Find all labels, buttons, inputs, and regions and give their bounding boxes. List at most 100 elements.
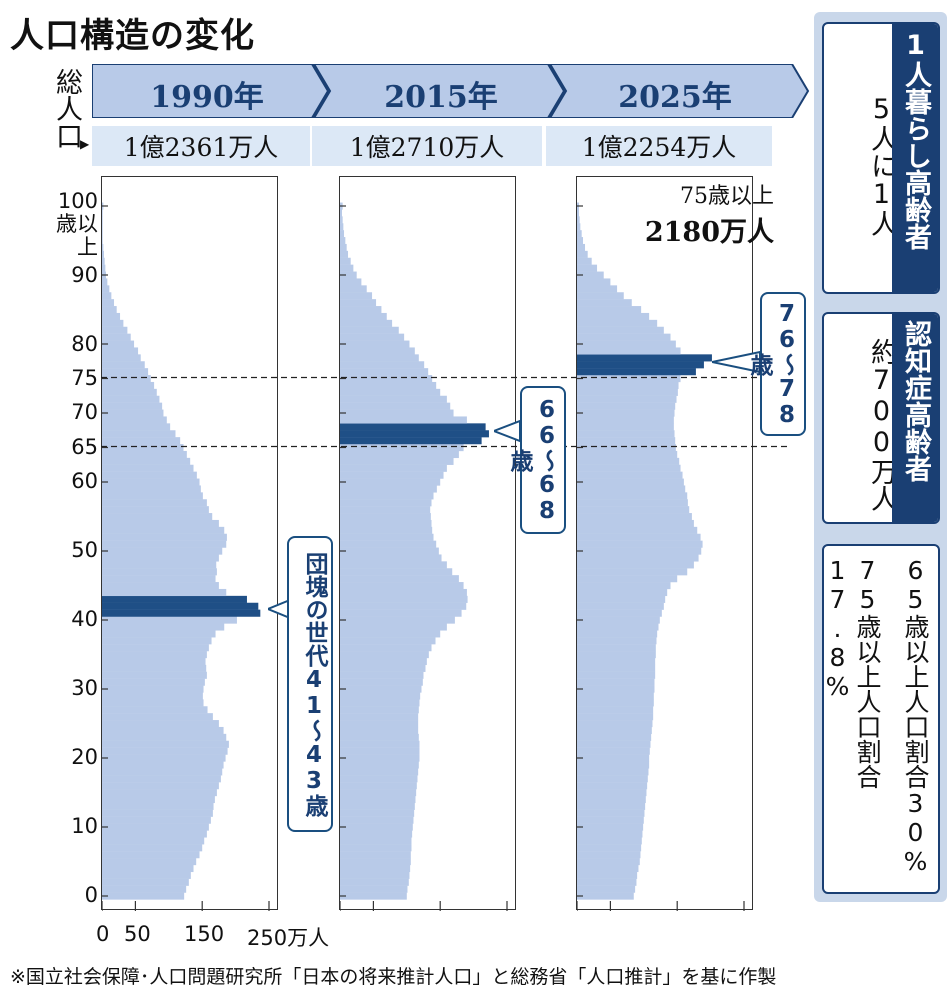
bar-1990年-age-71 (102, 402, 163, 410)
bar-2025年-age-50 (577, 547, 702, 555)
bar-2025年-age-23 (577, 733, 652, 741)
total-population-label: 総人口 (51, 68, 82, 149)
bar-2025年-age-95 (577, 237, 584, 245)
single-elderly-value: 5人に1人 (866, 93, 897, 237)
bar-2025年-age-33 (577, 664, 656, 672)
bar-1990年-age-42 (102, 602, 259, 610)
bar-2015年-age-59 (340, 485, 437, 493)
bar-2015年-age-9 (340, 830, 413, 838)
x-tick-50: 50 (124, 922, 151, 946)
bar-1990年-age-79 (102, 347, 139, 355)
bar-2025年-age-89 (577, 278, 611, 286)
bar-1990年-age-35 (102, 651, 207, 659)
bar-1990年-age-91 (102, 264, 106, 272)
bar-2025年-age-37 (577, 637, 657, 645)
bar-1990年-age-17 (102, 775, 221, 783)
bar-2025年-age-81 (577, 333, 671, 341)
bar-2025年-age-51 (577, 540, 703, 548)
x-tick-250: 250万人 (247, 926, 330, 950)
bar-2025年-age-63 (577, 457, 680, 465)
bar-2025年-age-28 (577, 699, 654, 707)
bar-2015年-age-69 (340, 416, 467, 424)
bar-2015年-age-63 (340, 457, 454, 465)
bar-2025年-age-55 (577, 513, 692, 521)
bar-2015年-age-99 (340, 209, 342, 217)
bar-2025年-age-4 (577, 864, 639, 873)
pyramid-panel-2025 (576, 176, 753, 911)
bar-2025年-age-67 (577, 430, 675, 438)
bar-2025年-age-7 (577, 844, 642, 852)
population-1990: 1億2361万人 (92, 126, 310, 166)
bar-1990年-age-22 (102, 740, 229, 748)
bar-1990年-age-32 (102, 671, 207, 679)
bar-1990年-age-5 (102, 858, 197, 866)
bar-1990年-age-75 (102, 375, 151, 383)
bar-1990年-age-31 (102, 678, 205, 686)
bar-2015年-age-65 (340, 444, 464, 452)
bar-1990年-age-72 (102, 395, 160, 403)
bar-2025年-age-99 (577, 209, 579, 217)
bar-1990年-age-28 (102, 699, 204, 707)
pyramid-chart-2015 (340, 202, 508, 911)
bar-2025年-age-17 (577, 775, 648, 783)
bar-2025年-age-56 (577, 506, 690, 514)
bar-1990年-age-14 (102, 795, 215, 804)
bar-2025年-age-66 (577, 437, 676, 445)
bar-2015年-age-22 (340, 740, 420, 748)
bar-1990年-age-58 (102, 492, 203, 500)
callout-boomers-2015: 66〜68歳 (506, 386, 566, 534)
bar-2025年-age-64 (577, 450, 678, 459)
bar-1990年-age-44 (102, 588, 227, 597)
population-2025: 1億2254万人 (546, 126, 772, 166)
bar-2025年-age-94 (577, 243, 586, 252)
bar-1990年-age-78 (102, 354, 141, 362)
bar-2025年-age-14 (577, 795, 646, 804)
bar-2015年-age-35 (340, 651, 429, 659)
page-title: 人口構造の変化 (10, 16, 255, 56)
bar-2015年-age-15 (340, 789, 417, 797)
bar-2015年-age-53 (340, 526, 433, 534)
bar-2025年-age-22 (577, 740, 651, 748)
bar-1990年-age-94 (102, 243, 104, 252)
bar-1990年-age-10 (102, 823, 209, 831)
bar-2025年-age-84 (577, 312, 650, 321)
bar-2015年-age-5 (340, 858, 411, 866)
bar-2015年-age-21 (340, 747, 420, 755)
y-tick-90: 90 (71, 263, 98, 287)
bar-1990年-age-97 (102, 223, 103, 231)
bar-2015年-age-23 (340, 733, 419, 741)
y-tick-20: 20 (71, 745, 98, 769)
y-tick-75: 75 (71, 366, 98, 390)
bar-1990年-age-99 (102, 209, 103, 217)
bar-1990年-age-74 (102, 381, 155, 390)
bar-2025年-age-78 (577, 354, 712, 362)
note-75plus: 75歳以上 2180万人 (578, 178, 774, 249)
bar-2015年-age-44 (340, 588, 467, 597)
bar-2025年-age-3 (577, 871, 638, 879)
bar-2015年-age-55 (340, 513, 431, 521)
bar-1990年-age-85 (102, 306, 117, 314)
bar-2015年-age-58 (340, 492, 434, 500)
bar-1990年-age-24 (102, 726, 224, 735)
x-tick-150: 150 (184, 922, 225, 946)
bar-2015年-age-62 (340, 464, 447, 472)
bar-2015年-age-38 (340, 630, 441, 638)
bar-1990年-age-23 (102, 733, 227, 741)
bar-2015年-age-4 (340, 864, 411, 873)
bar-2025年-age-69 (577, 416, 674, 424)
bar-1990年-age-12 (102, 809, 213, 817)
bar-2015年-age-30 (340, 685, 422, 693)
bar-1990年-age-26 (102, 713, 213, 721)
y-tick-100: 100歳以上 (56, 189, 98, 259)
bar-2015年-age-57 (340, 499, 432, 507)
bar-2015年-age-76 (340, 368, 429, 376)
bar-2015年-age-88 (340, 285, 367, 293)
bar-2025年-age-15 (577, 789, 647, 797)
bar-2015年-age-24 (340, 726, 419, 735)
bar-2015年-age-67 (340, 430, 489, 438)
note-75plus-label: 75歳以上 (680, 184, 774, 209)
bar-1990年-age-52 (102, 533, 227, 541)
bar-2015年-age-20 (340, 754, 420, 762)
bar-1990年-age-65 (102, 444, 184, 452)
bar-1990年-age-8 (102, 837, 205, 845)
